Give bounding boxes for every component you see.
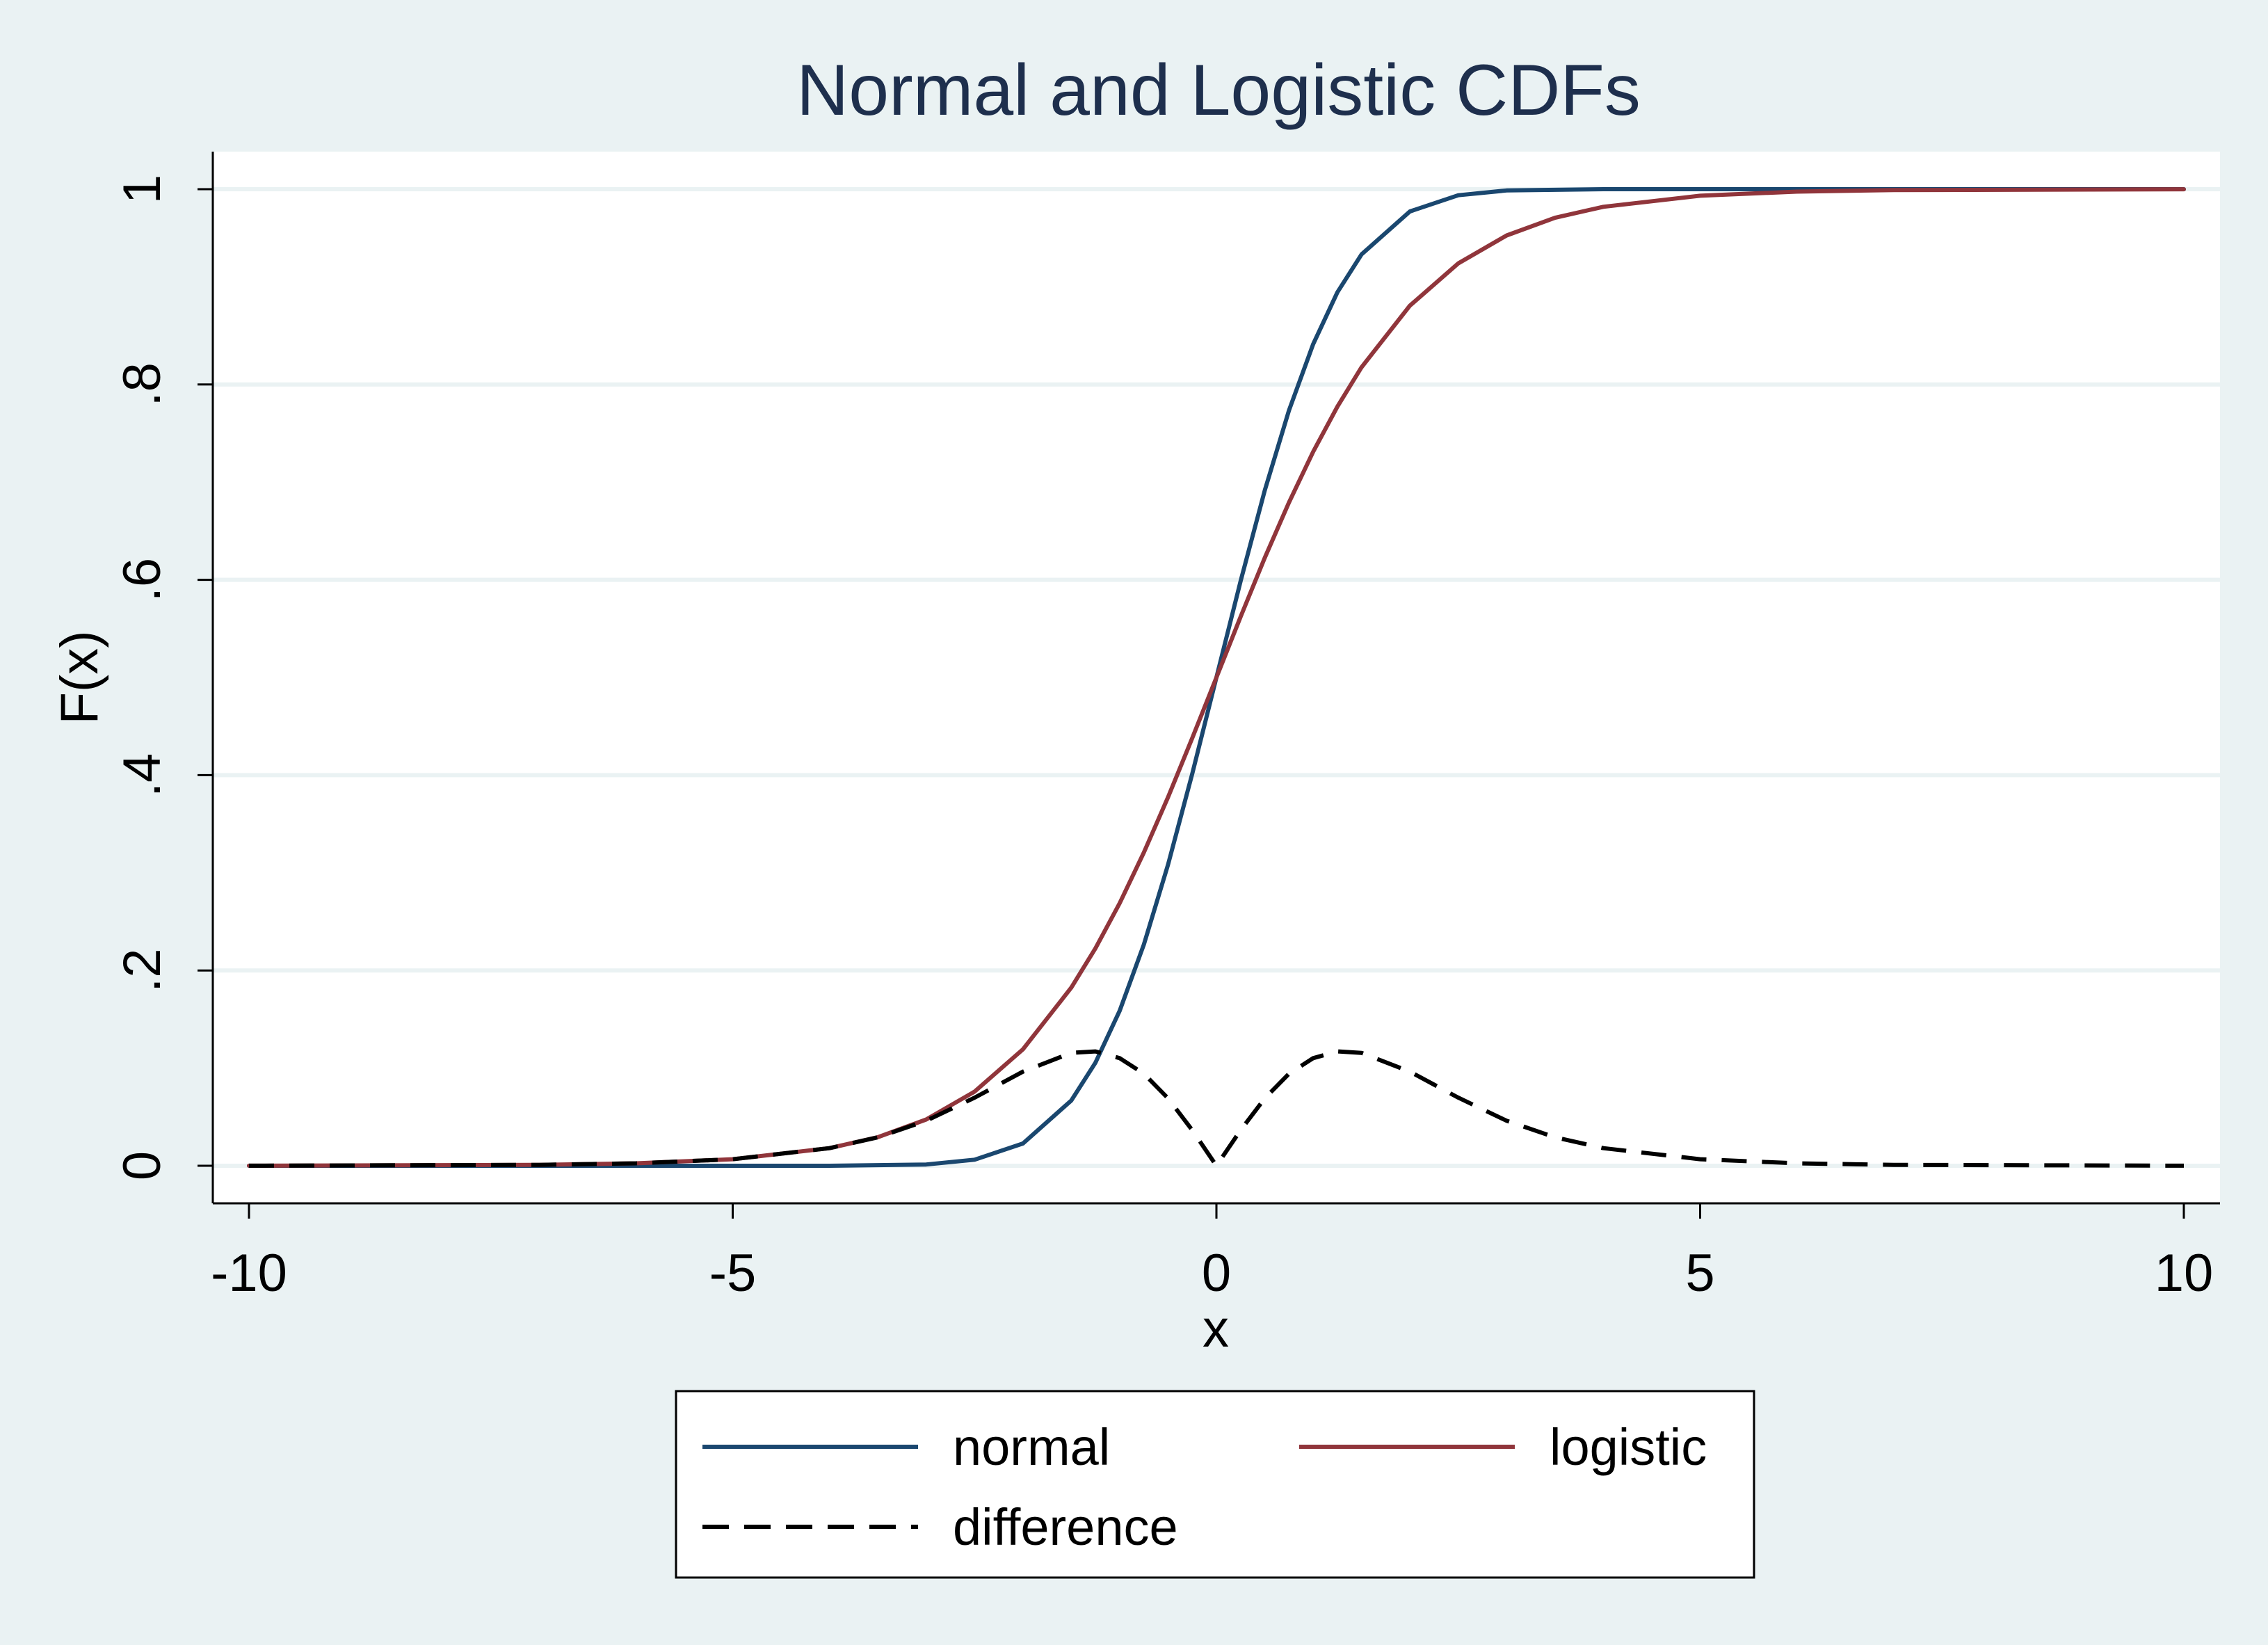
x-tick-label: -5 [709,1244,757,1303]
legend-label-normal: normal [953,1418,1110,1476]
series-layer [247,187,2186,1168]
x-axis-ticks: -10 -5 0 5 10 [211,1203,2213,1303]
x-tick-label: 5 [1685,1244,1714,1303]
legend-label-difference: difference [953,1498,1178,1556]
legend: normal logistic difference [675,1390,1755,1579]
y-tick-label: 0 [113,1151,172,1180]
y-tick-label: 1 [113,175,172,204]
x-axis-label: x [1203,1299,1229,1358]
y-axis-ticks: 0 .2 .4 .6 .8 1 [113,175,213,1180]
y-tick-label: .4 [113,753,172,797]
chart-title: Normal and Logistic CDFs [796,50,1641,131]
y-axis-label: F(x) [50,630,109,724]
series-line-logistic [247,187,2186,1168]
x-tick-label: 10 [2155,1244,2214,1303]
y-tick-label: .8 [113,362,172,406]
legend-box [675,1390,1755,1579]
legend-label-logistic: logistic [1550,1418,1707,1476]
x-tick-label: 0 [1202,1244,1231,1303]
y-tick-label: .2 [113,949,172,993]
x-tick-label: -10 [211,1244,287,1303]
y-tick-label: .6 [113,558,172,602]
